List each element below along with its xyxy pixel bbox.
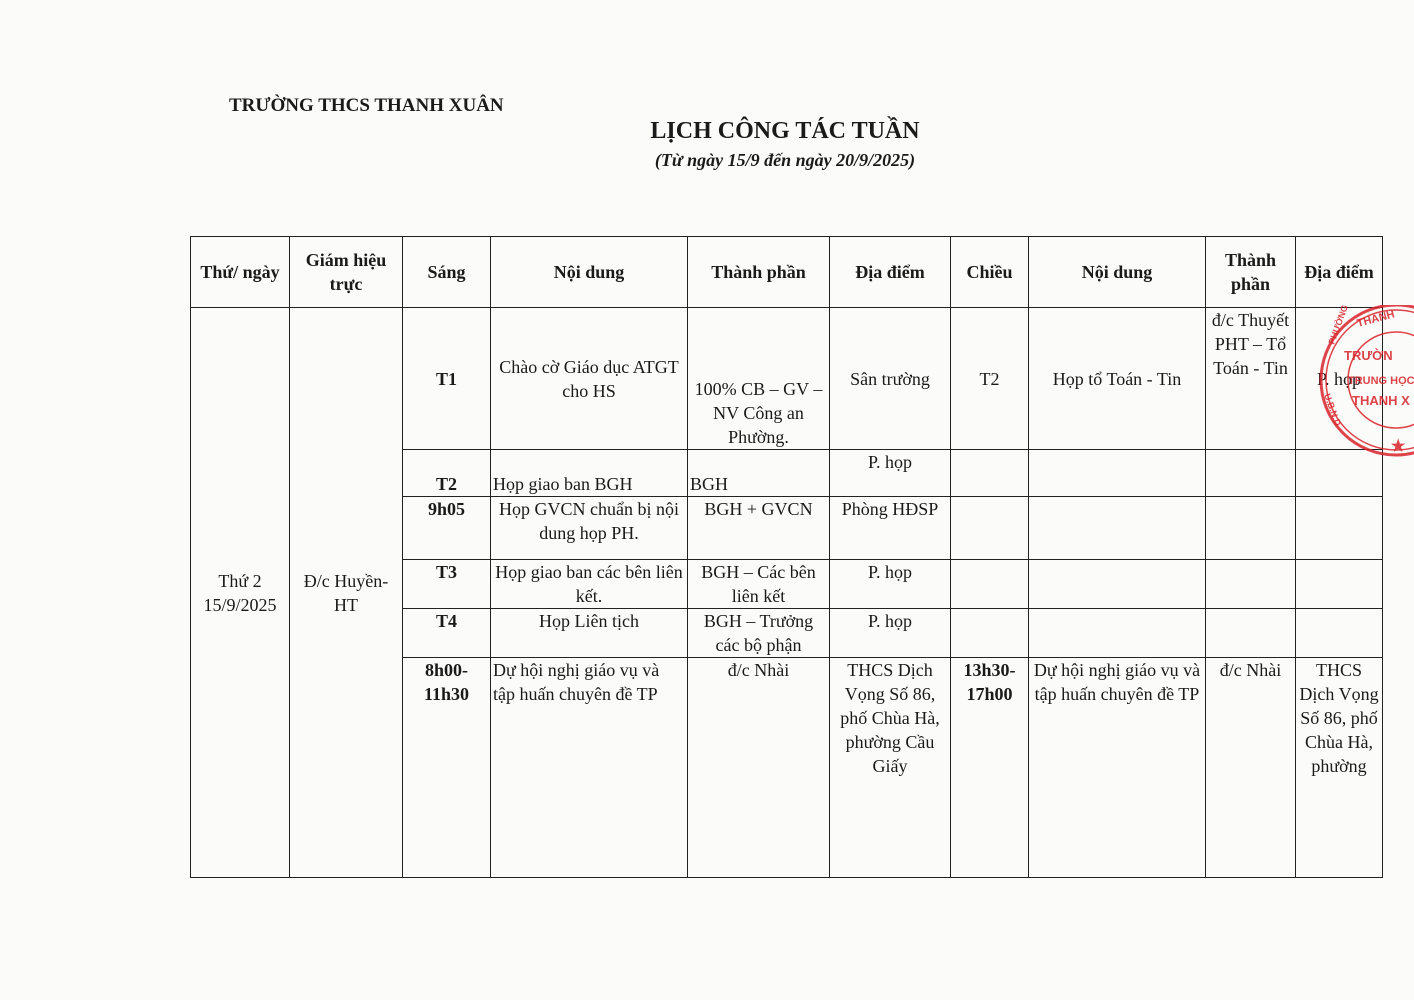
pm-time-cell: T2: [950, 307, 1029, 450]
pm-members-cell: [1205, 559, 1296, 609]
day-cell: Thứ 2 15/9/2025: [190, 307, 290, 878]
pm-content-cell: [1028, 449, 1206, 497]
members-cell: đ/c Nhài: [687, 657, 830, 878]
pm-time-cell: [950, 449, 1029, 497]
pm-content-cell: [1028, 559, 1206, 609]
place-cell: P. họp: [829, 449, 951, 497]
svg-text:★: ★: [1391, 438, 1406, 455]
header-cell: Địa điểm: [829, 236, 951, 308]
header-row: Thứ/ ngày Giám hiệu trực Sáng Nội dung T…: [190, 236, 1383, 308]
svg-text:U.B.N.D: U.B.N.D: [1322, 392, 1343, 427]
table-row: T2 Họp giao ban BGH BGH P. họp: [191, 449, 1383, 497]
header-cell: Thành phần: [687, 236, 830, 308]
table-row: 8h00- 11h30 Dự hội nghị giáo vụ và tập h…: [191, 657, 1383, 878]
place-cell: Sân trường: [829, 307, 951, 450]
time-cell: 8h00- 11h30: [402, 657, 491, 878]
pm-members-cell: [1205, 496, 1296, 560]
time-cell: T3: [402, 559, 491, 609]
pm-content-cell: [1028, 608, 1206, 658]
pm-members-cell: [1205, 449, 1296, 497]
pm-place-cell: [1295, 449, 1383, 497]
table-row: 9h05 Họp GVCN chuẩn bị nội dung họp PH. …: [191, 496, 1383, 560]
pm-content-cell: Dự hội nghị giáo vụ và tập huấn chuyên đ…: [1028, 657, 1206, 878]
header-cell: Địa điểm: [1295, 236, 1383, 308]
pm-members-cell: đ/c Nhài: [1205, 657, 1296, 878]
pm-time-cell: 13h30- 17h00: [950, 657, 1029, 878]
time-cell: 9h05: [402, 496, 491, 560]
duty-cell: Đ/c Huyền- HT: [289, 307, 403, 878]
svg-text:TRƯỜN: TRƯỜN: [1344, 348, 1393, 363]
members-cell: BGH – Các bên liên kết: [687, 559, 830, 609]
members-cell: BGH: [687, 449, 830, 497]
pm-members-cell: [1205, 608, 1296, 658]
school-name: TRƯỜNG THCS THANH XUÂN: [229, 95, 504, 116]
svg-text:THANH X: THANH X: [1352, 393, 1410, 408]
school-seal-stamp: THANH TRƯỜN TRUNG HỌC THANH X PHƯỜNG U.B…: [1319, 305, 1414, 457]
table-row: T4 Họp Liên tịch BGH – Trưởng các bộ phậ…: [191, 608, 1383, 658]
svg-text:TRUNG HỌC: TRUNG HỌC: [1348, 375, 1414, 387]
content-cell: Họp giao ban các bên liên kết.: [490, 559, 688, 609]
header-cell: Nội dung: [490, 236, 688, 308]
pm-time-cell: [950, 608, 1029, 658]
header-cell: Sáng: [402, 236, 491, 308]
time-cell: T4: [402, 608, 491, 658]
pm-place-cell: THCS Dịch Vọng Số 86, phố Chùa Hà, phườn…: [1295, 657, 1383, 878]
time-cell: T1: [402, 307, 491, 450]
schedule-table: Thứ/ ngày Giám hiệu trực Sáng Nội dung T…: [190, 236, 1383, 878]
place-cell: P. họp: [829, 608, 951, 658]
pm-place-cell: [1295, 559, 1383, 609]
content-cell: Họp Liên tịch: [490, 608, 688, 658]
time-cell: T2: [402, 449, 491, 497]
members-cell: BGH – Trưởng các bộ phận: [687, 608, 830, 658]
members-cell: 100% CB – GV – NV Công an Phường.: [687, 307, 830, 450]
header-cell: Thứ/ ngày: [190, 236, 290, 308]
pm-content-cell: Họp tổ Toán - Tin: [1028, 307, 1206, 450]
header-cell: Giám hiệu trực: [289, 236, 403, 308]
header-cell: Thành phần: [1205, 236, 1296, 308]
place-cell: Phòng HĐSP: [829, 496, 951, 560]
content-cell: Họp giao ban BGH: [490, 449, 688, 497]
header-cell: Nội dung: [1028, 236, 1206, 308]
pm-time-cell: [950, 496, 1029, 560]
members-cell: BGH + GVCN: [687, 496, 830, 560]
document-title: LỊCH CÔNG TÁC TUẦN: [650, 118, 920, 144]
content-cell: Chào cờ Giáo dục ATGT cho HS: [490, 307, 688, 450]
place-cell: THCS Dịch Vọng Số 86, phố Chùa Hà, phườn…: [829, 657, 951, 878]
pm-members-cell: đ/c Thuyết PHT – Tổ Toán - Tin: [1205, 307, 1296, 450]
svg-text:THANH: THANH: [1356, 308, 1396, 330]
pm-content-cell: [1028, 496, 1206, 560]
pm-time-cell: [950, 559, 1029, 609]
pm-place-cell: [1295, 496, 1383, 560]
content-cell: Họp GVCN chuẩn bị nội dung họp PH.: [490, 496, 688, 560]
content-cell: Dự hội nghị giáo vụ và tập huấn chuyên đ…: [490, 657, 688, 878]
pm-place-cell: [1295, 608, 1383, 658]
table-row: Thứ 2 15/9/2025 Đ/c Huyền- HT T1 Chào cờ…: [190, 307, 1383, 878]
table-row: T3 Họp giao ban các bên liên kết. BGH – …: [191, 559, 1383, 609]
document-subtitle: (Từ ngày 15/9 đến ngày 20/9/2025): [654, 150, 916, 170]
header-cell: Chiều: [950, 236, 1029, 308]
place-cell: P. họp: [829, 559, 951, 609]
